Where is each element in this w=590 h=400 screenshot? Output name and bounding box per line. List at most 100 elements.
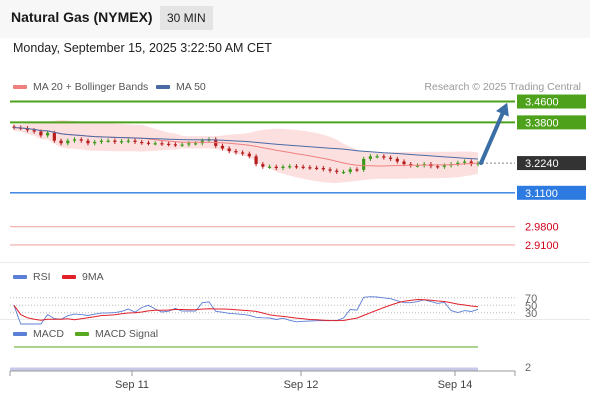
candle-body — [113, 140, 117, 142]
candle-body — [476, 163, 480, 165]
legend-label-macd-signal: MACD Signal — [95, 328, 159, 340]
candle-body — [247, 153, 251, 157]
instrument-title: Natural Gas (NYMEX) — [11, 9, 153, 25]
legend-rsi: RSI — [13, 271, 51, 283]
target-level-label: 2.9800 — [525, 222, 559, 234]
legend-swatch-macd-signal — [75, 332, 89, 337]
candle-body — [415, 165, 420, 167]
legend-label-9ma: 9MA — [82, 271, 104, 283]
candle-body — [32, 130, 36, 132]
candle-body — [86, 140, 90, 144]
resistance-level-tag — [517, 115, 586, 130]
candle-body — [227, 148, 231, 152]
price-levels-layer: 3.4600 3.3800 3.2240 3.1100 2.9800 2.9100 — [10, 94, 586, 252]
research-credit: Research © 2025 Trading Central — [424, 81, 581, 93]
macd-panel: 2 — [10, 346, 531, 374]
candle-body — [180, 144, 184, 146]
candle-body — [79, 139, 83, 141]
bollinger-band — [14, 119, 478, 184]
candle-body — [153, 143, 157, 145]
support-level-tag — [517, 185, 586, 200]
candle-body — [341, 171, 346, 174]
bollinger-band-layer — [14, 119, 478, 184]
ma50-line — [13, 127, 479, 160]
candle-body — [46, 132, 50, 136]
candle-body — [133, 140, 137, 142]
candle-body — [382, 156, 386, 158]
time-axis-label: Sep 12 — [284, 379, 319, 391]
legend-ma50: MA 50 — [156, 81, 206, 93]
candle-body — [146, 142, 151, 144]
candle-body — [436, 166, 440, 168]
legend-label-ma50: MA 50 — [176, 81, 206, 93]
forecast-arrow-layer — [479, 102, 509, 166]
rsi-level-label: 70 — [525, 293, 537, 305]
legend-swatch-ma20 — [13, 85, 27, 90]
candle-body — [99, 140, 104, 142]
legend-macd-signal: MACD Signal — [75, 328, 158, 340]
legend-rsi-9ma: 9MA — [62, 271, 104, 283]
time-axis-label: Sep 11 — [115, 379, 149, 391]
candle-body — [106, 140, 110, 142]
candle-body — [315, 167, 319, 169]
chart-header: Natural Gas (NYMEX) 30 MIN — [0, 0, 590, 38]
candle-body — [456, 162, 460, 165]
candle-body — [72, 139, 77, 141]
candle-body — [39, 131, 43, 136]
candle-body — [375, 156, 379, 158]
legend-label-ma-bollinger: MA 20 + Bollinger Bands — [33, 81, 149, 93]
candle-body — [193, 143, 198, 145]
legend-macd: MACD — [13, 328, 64, 340]
forecast-arrow-shaft — [479, 111, 505, 166]
resistance-level-tag — [517, 94, 586, 109]
candle-body — [442, 165, 446, 167]
candle-body — [462, 161, 467, 163]
candle-body — [288, 166, 292, 168]
target-level-label: 2.9100 — [525, 240, 559, 252]
legend-swatch-9ma — [62, 275, 76, 280]
rsi-level-label: 50 — [525, 300, 537, 312]
candle-body — [66, 140, 70, 144]
candle-body — [321, 168, 325, 170]
candle-body — [254, 156, 258, 165]
candle-body — [167, 143, 171, 145]
candle-body — [52, 132, 56, 141]
candle-body — [362, 158, 366, 170]
candle-body — [402, 161, 406, 165]
forecast-arrow-head — [495, 102, 509, 117]
candle-body — [25, 128, 30, 131]
candle-body — [348, 169, 352, 172]
candle-body — [328, 169, 332, 171]
candle-body — [274, 166, 278, 169]
time-axis: Sep 11 Sep 12 Sep 14 — [9, 370, 516, 391]
candle-body — [388, 157, 393, 159]
candle-body — [355, 169, 359, 171]
macd-axis-label: 2 — [525, 362, 531, 374]
legend-swatch-macd — [13, 332, 27, 337]
resistance-level-label: 3.4600 — [525, 97, 559, 109]
candle-body — [93, 141, 97, 144]
candle-body — [469, 161, 473, 165]
interval-badge[interactable]: 30 MIN — [160, 6, 213, 30]
resistance-level-label: 3.3800 — [525, 117, 559, 129]
timestamp: Monday, September 15, 2025 3:22:50 AM CE… — [13, 41, 272, 55]
rsi-9ma-line — [13, 298, 479, 322]
rsi-level-label: 30 — [525, 308, 537, 320]
panel-divider-rsi — [0, 262, 590, 263]
candle-body — [281, 166, 285, 169]
candle-body — [187, 143, 191, 145]
moving-average-layer — [13, 127, 479, 167]
candle-body — [301, 166, 305, 168]
candle-body — [59, 140, 63, 144]
candle-body — [160, 143, 164, 145]
time-axis-label: Sep 14 — [438, 379, 473, 391]
legend-label-rsi: RSI — [33, 271, 51, 283]
candle-body — [261, 164, 265, 167]
candle-body — [234, 151, 238, 153]
candle-body — [126, 140, 130, 142]
candle-body — [395, 158, 399, 162]
candle-body — [308, 167, 312, 169]
